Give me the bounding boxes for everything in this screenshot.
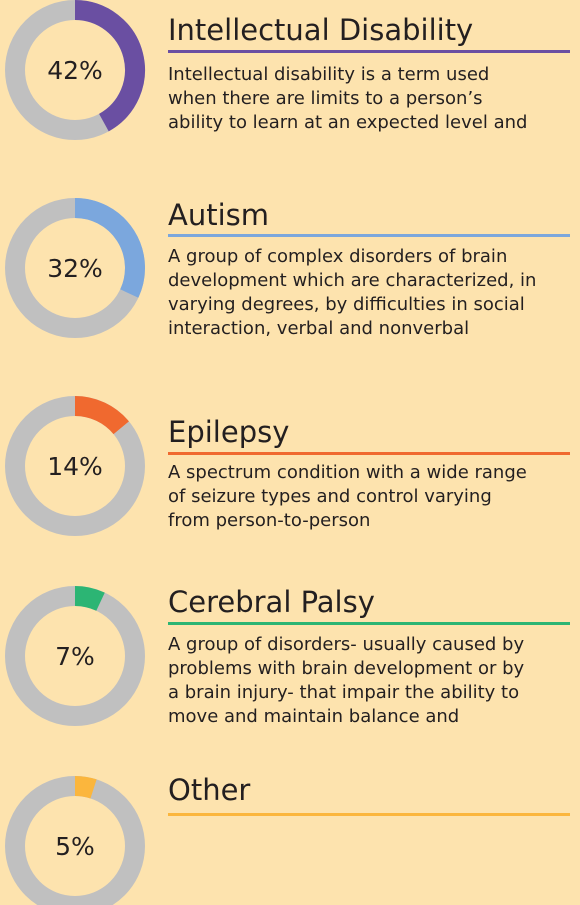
description-line: A group of disorders- usually caused by xyxy=(168,634,524,655)
description-line: ability to learn at an expected level an… xyxy=(168,112,527,133)
section-title: Intellectual Disability xyxy=(168,13,473,47)
description-line: of seizure types and control varying xyxy=(168,486,492,507)
section-title: Cerebral Palsy xyxy=(168,585,375,619)
description-line: varying degrees, by difficulties in soci… xyxy=(168,294,525,315)
donut-segment xyxy=(74,396,129,435)
title-underline xyxy=(168,622,570,625)
description-line: Intellectual disability is a term used xyxy=(168,64,489,85)
description-line: development which are characterized, in xyxy=(168,270,536,291)
title-underline xyxy=(168,813,570,816)
percent-label: 32% xyxy=(47,254,103,283)
section-title: Other xyxy=(168,773,250,807)
description-line: A group of complex disorders of brain xyxy=(168,246,507,267)
donut-segment xyxy=(74,0,145,132)
title-underline xyxy=(168,452,570,455)
description-line: when there are limits to a person’s xyxy=(168,88,483,109)
percent-label: 5% xyxy=(55,832,95,861)
description-line: move and maintain balance and xyxy=(168,706,459,727)
description-line: from person-to-person xyxy=(168,510,370,531)
description-line: problems with brain development or by xyxy=(168,658,524,679)
description-line: A spectrum condition with a wide range xyxy=(168,462,527,483)
title-underline xyxy=(168,234,570,237)
donut-segment xyxy=(74,586,105,611)
percent-label: 7% xyxy=(55,642,95,671)
description-line: a brain injury- that impair the ability … xyxy=(168,682,519,703)
section-title: Epilepsy xyxy=(168,415,289,449)
section-title: Autism xyxy=(168,198,269,232)
donut-segment xyxy=(74,776,97,799)
percent-label: 14% xyxy=(47,452,103,481)
donut-segment xyxy=(74,198,145,298)
title-underline xyxy=(168,50,570,53)
description-line: interaction, verbal and nonverbal xyxy=(168,318,469,339)
percent-label: 42% xyxy=(47,56,103,85)
